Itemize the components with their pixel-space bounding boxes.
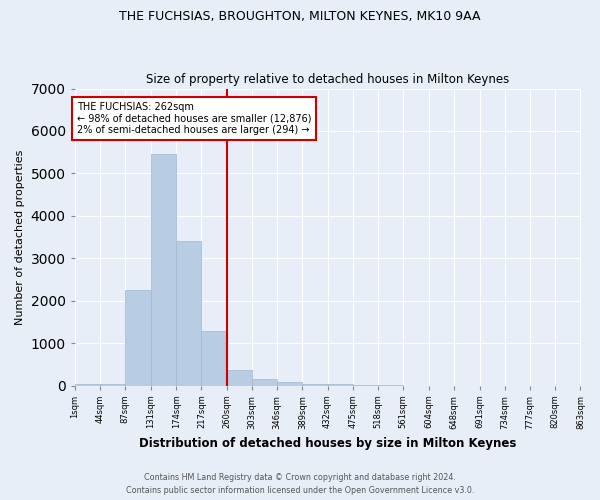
Bar: [100, 384, 125, 386]
Bar: [75, 384, 100, 386]
X-axis label: Distribution of detached houses by size in Milton Keynes: Distribution of detached houses by size …: [139, 437, 516, 450]
Bar: [125, 290, 151, 386]
Text: Contains HM Land Registry data © Crown copyright and database right 2024.
Contai: Contains HM Land Registry data © Crown c…: [126, 474, 474, 495]
Y-axis label: Number of detached properties: Number of detached properties: [15, 150, 25, 325]
Text: THE FUCHSIAS, BROUGHTON, MILTON KEYNES, MK10 9AA: THE FUCHSIAS, BROUGHTON, MILTON KEYNES, …: [119, 10, 481, 23]
Bar: [328, 384, 353, 386]
Text: THE FUCHSIAS: 262sqm
← 98% of detached houses are smaller (12,876)
2% of semi-de: THE FUCHSIAS: 262sqm ← 98% of detached h…: [77, 102, 311, 136]
Bar: [202, 332, 227, 386]
Bar: [252, 379, 277, 386]
Bar: [176, 242, 202, 386]
Bar: [302, 384, 328, 386]
Title: Size of property relative to detached houses in Milton Keynes: Size of property relative to detached ho…: [146, 73, 509, 86]
Bar: [151, 154, 176, 386]
Bar: [227, 370, 252, 386]
Bar: [277, 382, 302, 386]
